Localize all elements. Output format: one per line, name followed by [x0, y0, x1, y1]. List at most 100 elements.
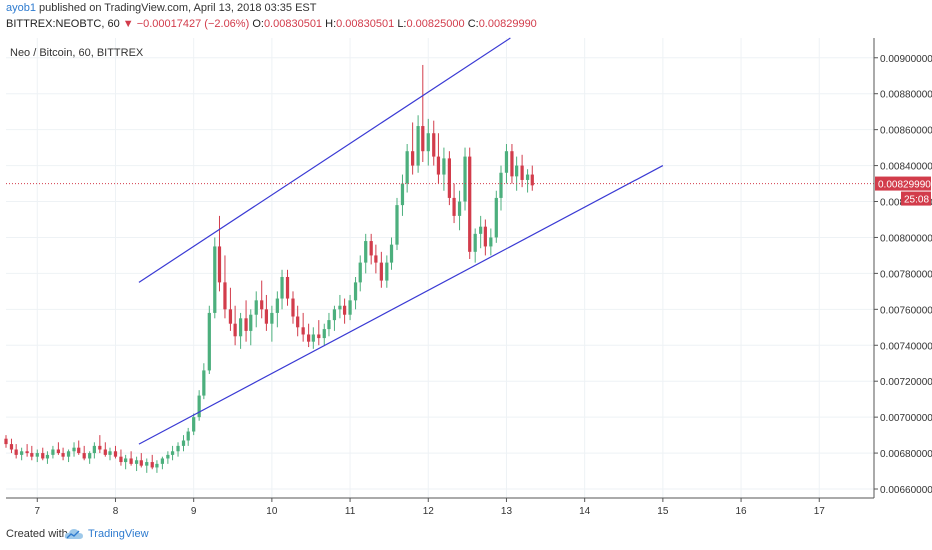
candle-body	[348, 300, 352, 315]
candle-39	[207, 305, 211, 375]
candle-91	[479, 215, 483, 249]
candle-body	[223, 282, 227, 310]
candle-36	[192, 413, 196, 436]
candle-6	[35, 449, 39, 463]
candle-body	[170, 451, 175, 455]
candle-58	[307, 323, 311, 348]
candle-body	[98, 445, 102, 450]
candle-3	[20, 447, 24, 461]
candle-76	[400, 174, 405, 216]
candle-24	[129, 451, 133, 466]
candle-25	[134, 456, 139, 472]
candle-90	[473, 228, 477, 263]
candle-96	[504, 144, 509, 184]
author-link[interactable]: ayob1	[6, 2, 36, 14]
candle-body	[452, 197, 456, 216]
price-axis[interactable]: 0.00660000 0.00680000 0.00700000 0.00720000…	[873, 38, 932, 498]
candle-42	[223, 255, 227, 319]
candle-body	[426, 133, 430, 152]
candle-body	[92, 445, 96, 454]
candle-body	[145, 462, 149, 466]
candle-77	[405, 144, 409, 193]
candle-body	[369, 241, 373, 256]
candle-body	[238, 318, 243, 337]
candle-2	[14, 444, 18, 459]
candle-body	[479, 226, 483, 234]
candle-5	[30, 445, 34, 461]
countdown-label: 25:08	[904, 195, 929, 206]
time-axis[interactable]: 7 8 9 10 11 12 13 14 15 16 17	[6, 497, 874, 517]
candle-44	[233, 305, 237, 346]
ohlc-low-label: L:	[397, 18, 407, 30]
candle-body	[202, 370, 206, 396]
candle-29	[155, 460, 159, 473]
time-tick-label-3: 10	[266, 506, 278, 517]
candle-body	[155, 463, 159, 468]
candle-60	[317, 320, 321, 346]
current-price-label: 0.00829990	[878, 180, 931, 191]
candle-body	[483, 226, 487, 247]
price-tick-label-7: 0.00800000	[880, 233, 932, 244]
candle-18	[98, 435, 102, 454]
candle-body	[385, 262, 389, 281]
tradingview-brand-link[interactable]: TradingView	[88, 528, 149, 540]
candle-body	[358, 262, 362, 283]
price-tick-label-12: 0.00900000	[880, 54, 932, 65]
candle-34	[181, 435, 186, 452]
candle-body	[322, 329, 326, 339]
candle-50	[264, 294, 269, 331]
candle-89	[468, 147, 472, 260]
time-tick-label-5: 12	[423, 506, 435, 517]
candles	[4, 64, 534, 473]
time-tick-label-2: 9	[191, 506, 197, 517]
candle-74	[389, 237, 394, 270]
candle-body	[51, 449, 55, 455]
candle-59	[311, 327, 315, 349]
time-tick-label-4: 11	[345, 506, 356, 517]
candle-body	[25, 451, 29, 454]
candle-body	[301, 327, 305, 335]
channel-upper-line[interactable]	[138, 37, 511, 283]
price-chart[interactable]: 0.00660000 0.00680000 0.00700000 0.00720000…	[0, 36, 932, 522]
candle-40	[213, 237, 217, 319]
candle-45	[238, 312, 243, 349]
candle-7	[41, 447, 45, 461]
candle-88	[463, 147, 467, 211]
candle-body	[150, 462, 154, 468]
candle-body	[166, 454, 170, 459]
candle-body	[504, 151, 509, 173]
candle-body	[447, 158, 452, 198]
footer: Created with TradingView	[0, 522, 932, 550]
candle-body	[342, 305, 347, 315]
candle-body	[525, 174, 530, 180]
candle-body	[296, 316, 300, 328]
candle-body	[442, 158, 446, 175]
candle-body	[176, 445, 180, 452]
price-tick-label-3: 0.00720000	[880, 377, 932, 388]
candle-body	[530, 174, 534, 186]
candle-75	[395, 197, 399, 251]
channel-lines[interactable]	[138, 37, 664, 445]
candle-body	[280, 276, 284, 299]
candle-70	[369, 233, 373, 265]
candle-31	[166, 451, 170, 464]
tradingview-cloud-icon[interactable]	[64, 527, 84, 541]
candle-body	[61, 453, 65, 457]
chart-area[interactable]: 0.00660000 0.00680000 0.00700000 0.00720000…	[0, 36, 932, 522]
candle-55	[291, 291, 295, 324]
candle-71	[374, 244, 378, 274]
candle-16	[88, 451, 92, 464]
price-tick-label-6: 0.00780000	[880, 269, 932, 280]
candle-23	[124, 454, 128, 470]
candle-body	[400, 183, 405, 206]
candle-body	[82, 453, 86, 459]
candle-body	[197, 395, 201, 418]
ohlc-high-label: H:	[325, 18, 337, 30]
candle-33	[176, 442, 180, 457]
candle-body	[186, 431, 190, 441]
channel-lower-line[interactable]	[138, 165, 664, 445]
chart-title: Neo / Bitcoin, 60, BITTREX	[10, 47, 144, 59]
candle-93	[489, 228, 493, 256]
time-tick-label-6: 13	[501, 506, 513, 517]
candle-4	[25, 444, 29, 457]
